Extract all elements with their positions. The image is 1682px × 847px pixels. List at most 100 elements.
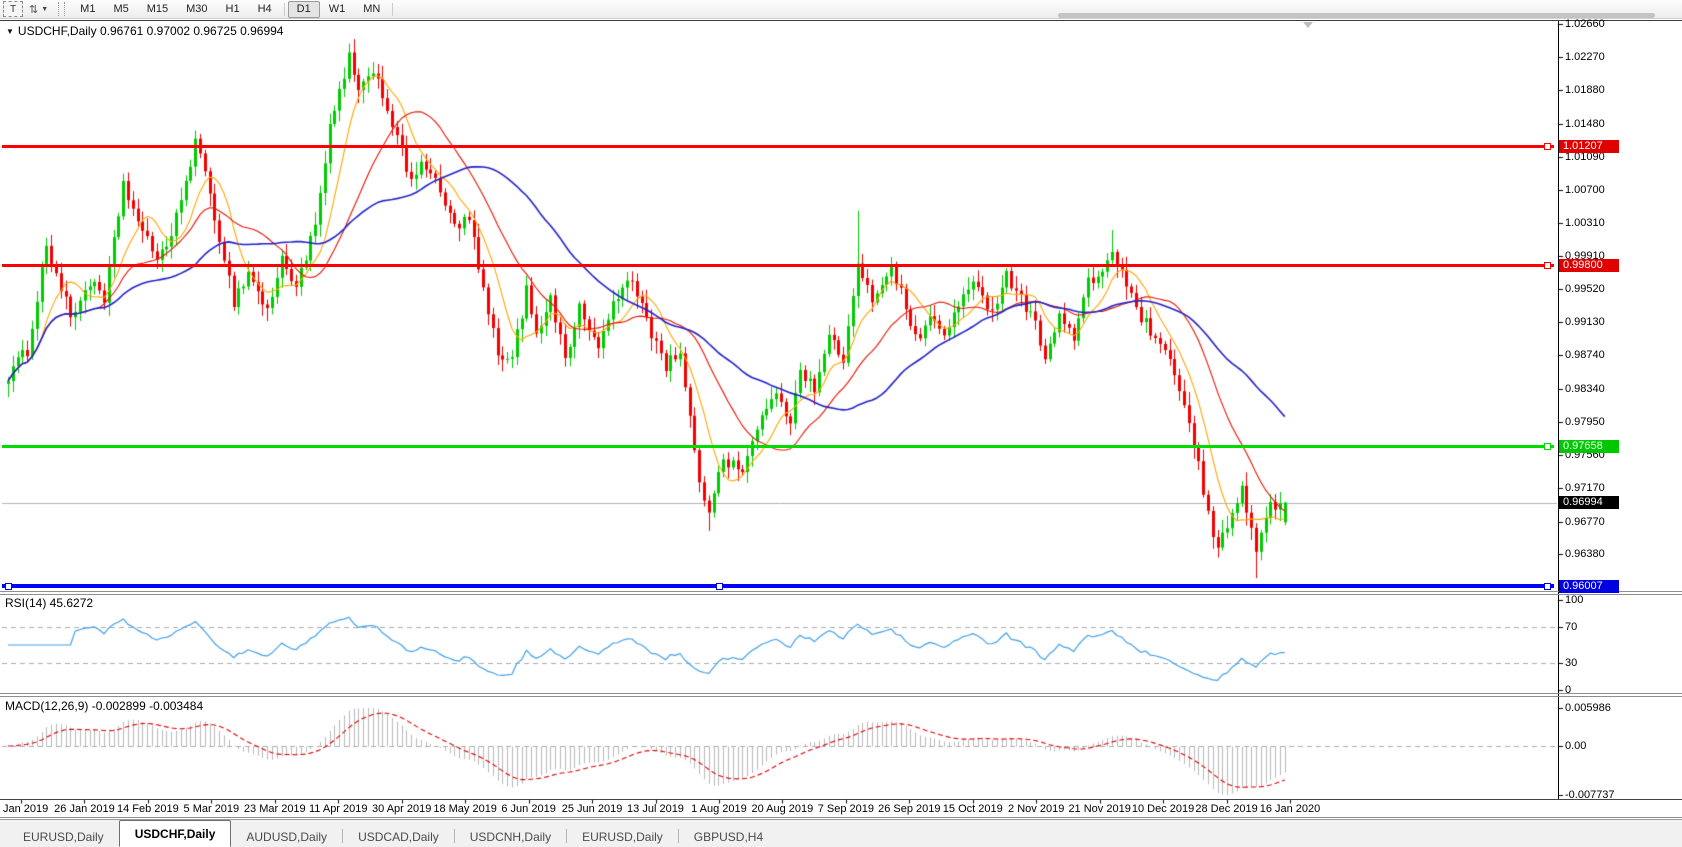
timeframe-button-m1[interactable]: M1 xyxy=(80,3,96,15)
time-axis-label: 6 Jun 2019 xyxy=(501,803,556,815)
chart-title-quote: 0.96761 0.97002 0.96725 0.96994 xyxy=(99,24,284,38)
price-chart-canvas[interactable] xyxy=(0,0,1682,818)
time-axis-label: 25 Jun 2019 xyxy=(561,803,623,815)
macd-panel-separator-inner xyxy=(0,696,1682,697)
tab-separator xyxy=(677,829,679,843)
time-axis-label: 16 Jan 2020 xyxy=(1259,803,1321,815)
time-axis-label: 10 Dec 2019 xyxy=(1131,803,1195,815)
chart-tab-eurusd-daily[interactable]: EURUSD,Daily xyxy=(23,829,104,844)
price-tick-label: 1.00310 xyxy=(1565,216,1605,229)
timeframe-button-group: M1 M5 M15 M30 H1 H4 D1 W1 MN xyxy=(71,0,396,18)
tab-separator xyxy=(566,829,568,843)
line-handle-marker[interactable] xyxy=(5,582,12,590)
toolbar-separator xyxy=(392,2,394,16)
price-tick-label: 0.98340 xyxy=(1565,382,1605,395)
horizontal-level-line-1.01207[interactable] xyxy=(2,145,1554,149)
chart-horizontal-scrollbar[interactable] xyxy=(0,13,1682,19)
tab-separator xyxy=(453,829,455,843)
macd-indicator-label: MACD(12,26,9) -0.002899 -0.003484 xyxy=(5,699,204,713)
macd-tick-label: 0.00 xyxy=(1565,740,1587,752)
time-axis-label: 26 Jan 2019 xyxy=(54,803,115,815)
chart-tab-audusd-daily[interactable]: AUDUSD,Daily xyxy=(246,829,328,844)
price-tick-label: 1.01090 xyxy=(1565,150,1605,163)
price-tick-label: 0.97950 xyxy=(1565,415,1605,428)
time-axis-label: 11 Apr 2019 xyxy=(308,803,368,815)
toolbar: T ⇅ ▼ M1 M5 M15 M30 H1 H4 D1 W1 MN xyxy=(0,0,1682,19)
timeframe-button-h1[interactable]: H1 xyxy=(225,3,240,15)
timeframe-button-h4[interactable]: H4 xyxy=(257,3,272,15)
time-axis-label: 1 Aug 2019 xyxy=(691,803,747,815)
time-axis-label: 28 Dec 2019 xyxy=(1195,803,1258,815)
rsi-tick-label: 30 xyxy=(1565,657,1578,669)
time-axis-label: 8 Jan 2019 xyxy=(0,803,49,815)
chart-window-bottom-edge xyxy=(0,817,1682,818)
time-axis-label: 18 May 2019 xyxy=(433,803,497,815)
price-tag-0.96007: 0.96007 xyxy=(1559,579,1619,593)
price-tick-label: 0.99130 xyxy=(1565,316,1605,329)
rsi-panel-separator[interactable] xyxy=(0,591,1682,592)
rsi-tick-label: 70 xyxy=(1565,621,1578,633)
timeframe-button-m30[interactable]: M30 xyxy=(186,3,208,15)
timeframe-button-w1[interactable]: W1 xyxy=(328,3,346,15)
price-tick-label: 0.97170 xyxy=(1565,481,1605,494)
price-tick-label: 0.96380 xyxy=(1565,548,1605,561)
chart-shift-marker-icon[interactable] xyxy=(1303,22,1313,28)
chevron-down-icon: ▼ xyxy=(41,5,49,13)
chart-tab-usdcad-daily[interactable]: USDCAD,Daily xyxy=(358,829,439,844)
time-axis-label: 7 Sep 2019 xyxy=(817,803,874,815)
price-tick-label: 1.02270 xyxy=(1565,50,1605,63)
chart-title-symbol: USDCHF,Daily xyxy=(17,24,97,38)
price-tick-label: 1.01480 xyxy=(1565,117,1605,130)
chart-tab-bar: EURUSD,Daily USDCHF,Daily AUDUSD,Daily USDC… xyxy=(0,819,1682,847)
chart-tab-eurusd-daily[interactable]: EURUSD,Daily xyxy=(582,829,663,844)
price-axis-line xyxy=(1558,21,1559,799)
horizontal-level-line-0.96007[interactable] xyxy=(2,584,1554,588)
rsi-tick-label: 0 xyxy=(1565,684,1572,696)
scrollbar-thumb[interactable] xyxy=(1058,13,1655,18)
chart-tab-gbpusd-h4[interactable]: GBPUSD,H4 xyxy=(693,829,764,844)
line-handle-marker[interactable] xyxy=(1544,143,1551,151)
line-handle-marker[interactable] xyxy=(1544,443,1551,451)
time-axis-label: 15 Oct 2019 xyxy=(942,803,1003,815)
price-tick-label: 1.02660 xyxy=(1565,18,1605,30)
rsi-panel-separator-inner xyxy=(0,594,1682,595)
toolbar-grip xyxy=(58,2,66,16)
rsi-tick-label: 100 xyxy=(1565,594,1584,606)
chart-title: ▼ USDCHF,Daily 0.96761 0.97002 0.96725 0.… xyxy=(6,24,283,38)
timeframe-button-m15[interactable]: M15 xyxy=(146,3,169,15)
timeframe-button-m5[interactable]: M5 xyxy=(113,3,129,15)
price-tick-label: 0.99520 xyxy=(1565,283,1605,296)
text-tool-button[interactable]: T xyxy=(3,1,23,17)
tab-separator xyxy=(342,829,344,843)
time-axis-label: 5 Mar 2019 xyxy=(183,803,240,815)
current-price-tag: 0.96994 xyxy=(1559,496,1619,510)
symbol-dropdown-icon[interactable]: ▼ xyxy=(6,27,14,36)
chart-tab-usdcnh-daily[interactable]: USDCNH,Daily xyxy=(469,829,552,844)
line-handle-marker[interactable] xyxy=(716,582,723,590)
chart-tab-usdchf-daily[interactable]: USDCHF,Daily xyxy=(118,820,232,847)
price-tick-label: 1.00700 xyxy=(1565,183,1605,196)
time-axis-label: 26 Sep 2019 xyxy=(878,803,941,815)
horizontal-level-line-0.99800[interactable] xyxy=(2,264,1554,268)
time-axis-label: 30 Apr 2019 xyxy=(372,803,432,815)
time-axis-label: 20 Aug 2019 xyxy=(751,803,814,815)
timeframe-button-mn[interactable]: MN xyxy=(363,3,381,15)
line-handle-marker[interactable] xyxy=(1544,582,1551,590)
timeframe-button-d1[interactable]: D1 xyxy=(287,0,320,18)
arrange-windows-icon: ⇅ xyxy=(29,3,39,16)
time-axis-label: 14 Feb 2019 xyxy=(117,803,179,815)
horizontal-level-line-0.97658[interactable] xyxy=(2,445,1554,449)
macd-tick-label: 0.005986 xyxy=(1565,702,1611,714)
line-handle-marker[interactable] xyxy=(1544,262,1551,270)
toolbar-separator xyxy=(283,2,285,16)
time-axis-label: 23 Mar 2019 xyxy=(243,803,306,815)
price-tick-label: 0.96770 xyxy=(1565,515,1605,528)
arrange-windows-button[interactable]: ⇅ ▼ xyxy=(29,3,48,16)
price-tag-0.99800: 0.99800 xyxy=(1559,259,1619,273)
time-axis-separator xyxy=(0,799,1682,800)
macd-panel-separator[interactable] xyxy=(0,693,1682,694)
time-axis-label: 2 Nov 2019 xyxy=(1008,803,1065,815)
price-tag-1.01207: 1.01207 xyxy=(1559,140,1619,154)
price-tick-label: 1.01880 xyxy=(1565,83,1605,96)
